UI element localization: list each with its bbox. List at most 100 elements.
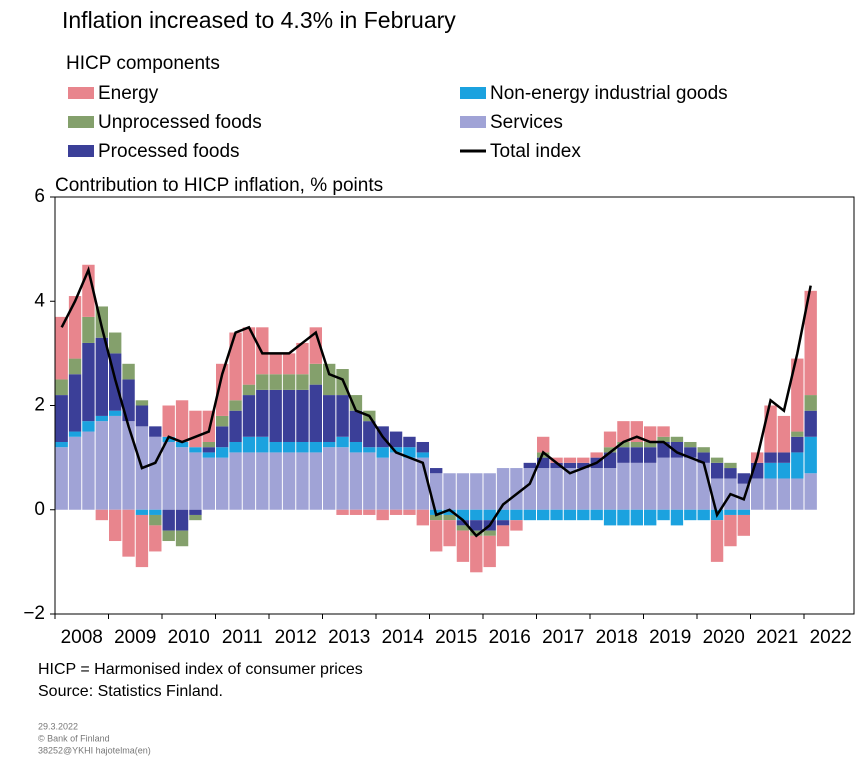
footer: © Bank of Finland bbox=[38, 733, 110, 743]
chart-title: Inflation increased to 4.3% in February bbox=[62, 7, 456, 33]
legend-label: Services bbox=[490, 112, 563, 133]
bar-segment bbox=[590, 468, 603, 510]
bar-segment bbox=[282, 389, 296, 442]
legend-swatch bbox=[460, 87, 486, 99]
bar-segment bbox=[617, 509, 630, 526]
bar-segment bbox=[282, 374, 296, 390]
x-tick-label: 2018 bbox=[596, 627, 638, 648]
bar-segment bbox=[697, 447, 710, 453]
bar-segment bbox=[95, 509, 108, 521]
bar-segment bbox=[523, 462, 536, 469]
bar-segment bbox=[135, 405, 149, 427]
bar-segment bbox=[684, 457, 697, 510]
bar-segment bbox=[496, 525, 510, 547]
bar-segment bbox=[175, 509, 189, 531]
legend-label: Unprocessed foods bbox=[98, 112, 262, 133]
bar-segment bbox=[630, 447, 643, 463]
bar-segment bbox=[95, 421, 108, 510]
bar-segment bbox=[470, 509, 483, 521]
bar-segment bbox=[523, 509, 536, 521]
y-tick-label: 2 bbox=[34, 395, 45, 416]
bar-segment bbox=[804, 290, 817, 396]
bar-segment bbox=[135, 400, 149, 406]
bar-segment bbox=[55, 441, 68, 448]
bar-segment bbox=[430, 520, 443, 552]
bar-segment bbox=[483, 473, 496, 510]
bar-segment bbox=[323, 363, 336, 396]
x-tick-label: 2020 bbox=[703, 627, 745, 648]
bar-segment bbox=[256, 452, 269, 510]
bar-segment bbox=[710, 457, 724, 463]
bar-segment bbox=[242, 384, 256, 396]
bar-segment bbox=[644, 441, 657, 448]
bar-segment bbox=[443, 509, 456, 515]
bar-segment bbox=[777, 452, 791, 463]
legend-label: Non-energy industrial goods bbox=[490, 83, 728, 104]
bar-segment bbox=[135, 514, 149, 568]
bar-segment bbox=[403, 436, 416, 448]
bar-segment bbox=[804, 436, 817, 474]
bar-segment bbox=[563, 462, 577, 469]
bar-segment bbox=[496, 468, 510, 510]
bar-segment bbox=[82, 342, 95, 422]
bar-segment bbox=[336, 447, 349, 510]
x-tick-label: 2015 bbox=[435, 627, 477, 648]
bar-segment bbox=[510, 520, 523, 531]
bar-segment bbox=[510, 509, 523, 521]
bar-segment bbox=[109, 332, 122, 354]
bar-segment bbox=[323, 441, 336, 448]
bar-segment bbox=[376, 509, 389, 521]
bar-segment bbox=[603, 431, 617, 448]
bar-segment bbox=[443, 473, 456, 510]
bar-segment bbox=[791, 478, 804, 510]
bar-segment bbox=[363, 421, 376, 448]
bar-segment bbox=[296, 441, 309, 453]
bar-segment bbox=[470, 535, 483, 573]
bar-segment bbox=[697, 452, 710, 463]
bar-segment bbox=[791, 452, 804, 479]
bar-segment bbox=[724, 462, 737, 469]
bar-segment bbox=[684, 447, 697, 458]
bar-segment bbox=[149, 525, 162, 552]
bar-segment bbox=[737, 473, 750, 484]
bar-segment bbox=[269, 389, 282, 442]
bar-segment bbox=[804, 395, 817, 411]
bar-segment bbox=[496, 509, 510, 521]
x-tick-label: 2011 bbox=[222, 627, 263, 648]
bar-segment bbox=[229, 441, 242, 453]
bar-segment bbox=[804, 473, 817, 510]
bar-segment bbox=[791, 358, 804, 432]
footer: 38252@YKHI hajotelma(en) bbox=[38, 745, 151, 755]
bar-segment bbox=[202, 452, 215, 458]
bar-segment bbox=[135, 509, 149, 515]
bar-segment bbox=[670, 457, 684, 510]
bar-segment bbox=[363, 452, 376, 510]
bar-segment bbox=[684, 509, 697, 521]
bar-segment bbox=[122, 363, 135, 380]
bar-segment bbox=[389, 431, 403, 448]
bar-segment bbox=[456, 530, 470, 562]
bar-segment bbox=[363, 509, 376, 515]
bar-segment bbox=[483, 509, 496, 521]
bar-segment bbox=[82, 421, 95, 432]
bar-segment bbox=[791, 431, 804, 437]
footer: 29.3.2022 bbox=[38, 721, 78, 731]
bar-segment bbox=[550, 462, 563, 469]
bar-segment bbox=[269, 374, 282, 390]
bar-segment bbox=[149, 509, 162, 515]
bar-segment bbox=[269, 441, 282, 453]
x-tick-label: 2017 bbox=[542, 627, 584, 648]
bar-segment bbox=[577, 462, 590, 469]
bar-segment bbox=[376, 447, 389, 458]
bar-segment bbox=[336, 436, 349, 448]
bar-segment bbox=[256, 436, 269, 453]
bar-segment bbox=[443, 514, 456, 521]
bar-segment bbox=[282, 353, 296, 375]
bar-segment bbox=[323, 395, 336, 442]
bar-segment bbox=[657, 436, 670, 442]
bar-segment bbox=[724, 509, 737, 515]
bar-segment bbox=[68, 296, 82, 359]
bar-segment bbox=[590, 509, 603, 521]
bar-segment bbox=[710, 462, 724, 479]
